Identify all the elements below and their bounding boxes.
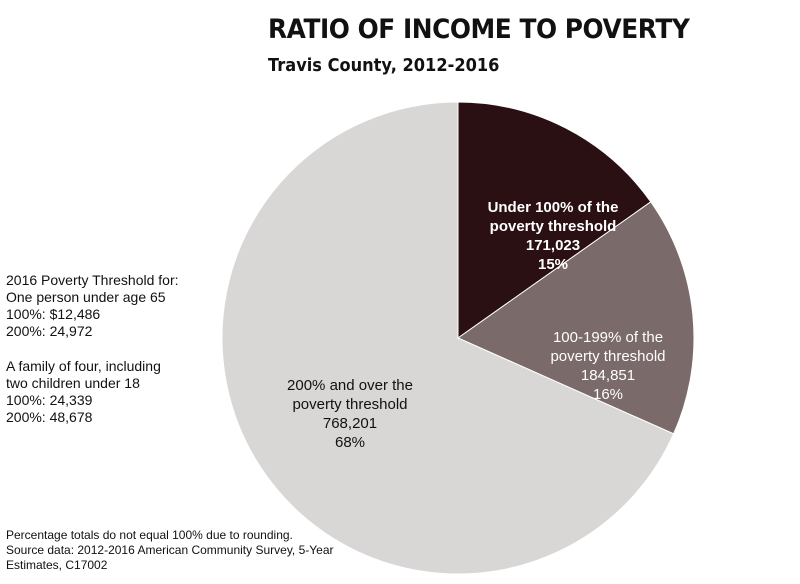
slice-label-line: 16% [593,386,623,403]
pie-slice [457,101,652,339]
threshold-note-line: 200%: 24,972 [6,323,93,339]
threshold-note-line: One person under age 65 [6,289,166,305]
slice-label-line: poverty threshold [490,218,617,235]
chart-subtitle: Travis County, 2012-2016 [268,55,500,76]
slice-label-line: 68% [335,434,365,451]
threshold-note-line: 100%: $12,486 [6,306,101,322]
footnote-line: Percentage totals do not equal 100% due … [6,528,293,542]
slice-label-line: 171,023 [526,237,580,254]
slice-label-line: 15% [538,256,568,273]
threshold-note-line: 200%: 48,678 [6,409,93,425]
slice-label-line: poverty threshold [550,348,665,365]
slice-label-line: 200% and over the [287,377,413,394]
threshold-note-line: 2016 Poverty Threshold for: [6,272,179,288]
footnote-line: Source data: 2012-2016 American Communit… [6,543,334,557]
threshold-note-line: A family of four, including [6,358,161,374]
slice-label: Under 100% of the poverty threshold 171,02… [488,199,619,273]
pie-slice [221,101,675,575]
footnote-line: Estimates, C17002 [6,558,108,572]
slice-label-line: 768,201 [323,415,377,432]
footnote: Percentage totals do not equal 100% due … [6,528,334,573]
slice-label-line: Under 100% of the [488,199,619,216]
slice-label: 200% and over the poverty threshold 768,20… [287,377,413,451]
threshold-note-line: two children under 18 [6,375,140,391]
slice-label-line: poverty threshold [292,396,407,413]
slice-label-line: 100-199% of the [553,329,663,346]
threshold-note-single: 2016 Poverty Threshold for: One person u… [6,272,179,340]
threshold-note-family: A family of four, including two children… [6,358,161,426]
threshold-note-line: 100%: 24,339 [6,392,93,408]
slice-label-line: 184,851 [581,367,635,384]
pie-slice [456,201,695,435]
slice-label: 100-199% of the poverty threshold 184,851 1… [550,329,665,403]
